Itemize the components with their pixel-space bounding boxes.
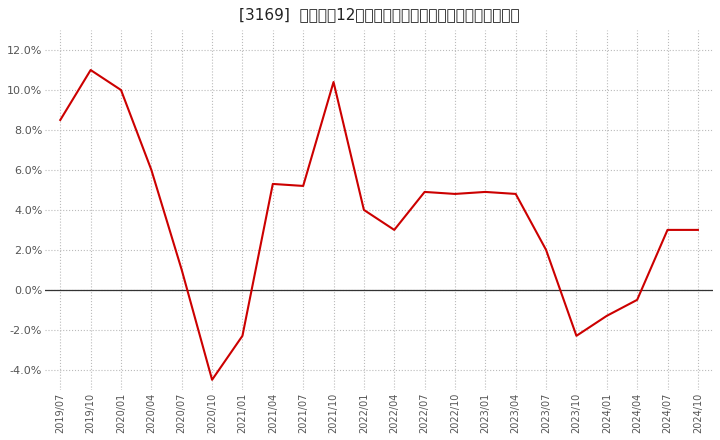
- Title: [3169]  売上高の12か月移動合計の対前年同期増減率の推移: [3169] 売上高の12か月移動合計の対前年同期増減率の推移: [239, 7, 519, 22]
